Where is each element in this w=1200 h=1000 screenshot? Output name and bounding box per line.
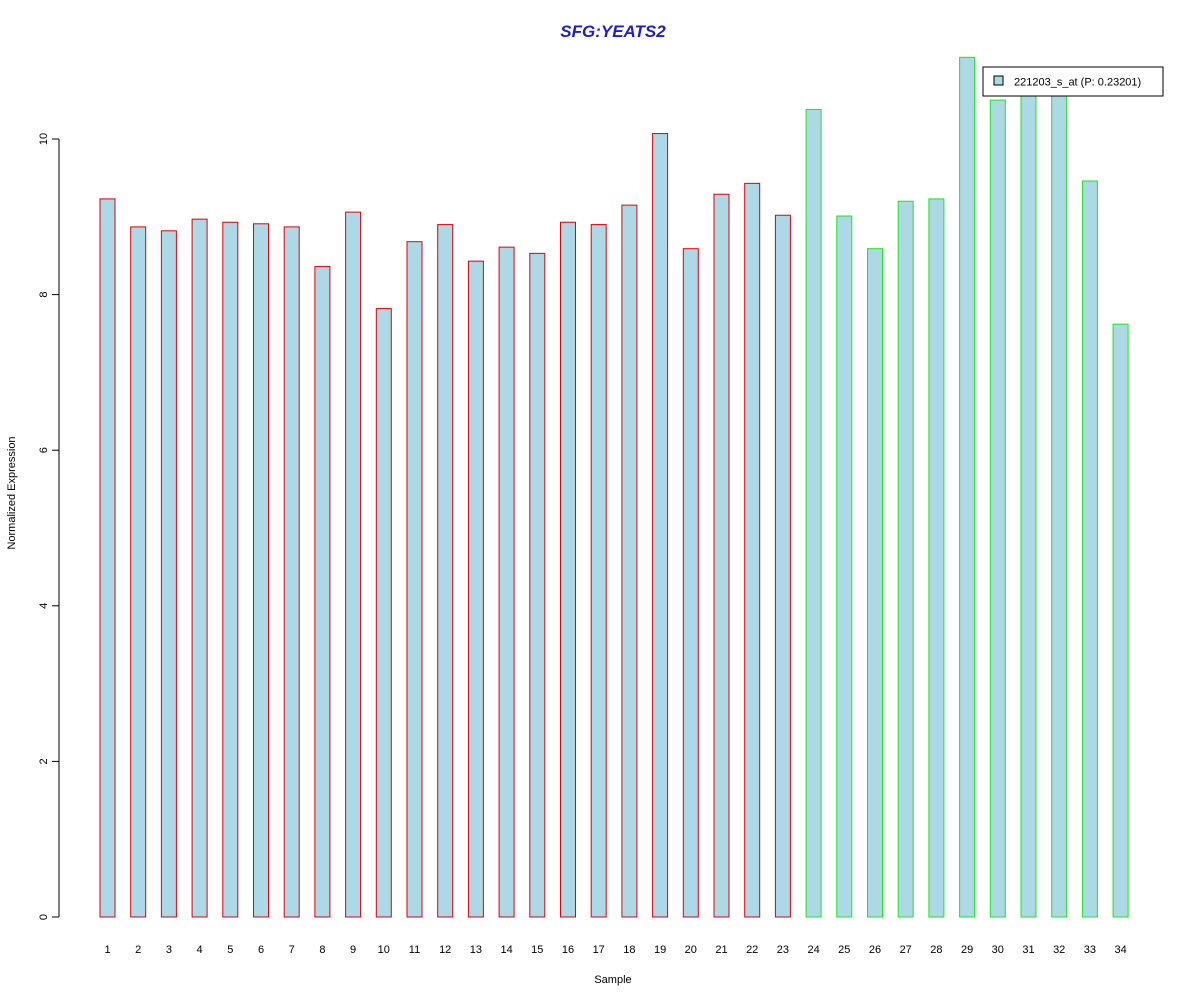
chart-title: SFG:YEATS2 bbox=[560, 22, 666, 41]
y-tick-label: 10 bbox=[38, 133, 50, 145]
bar-sample-3 bbox=[160, 230, 177, 918]
x-tick-label: 17 bbox=[593, 944, 605, 956]
x-tick-label: 28 bbox=[930, 944, 942, 956]
x-tick-label: 13 bbox=[470, 944, 482, 956]
y-tick-label: 2 bbox=[38, 758, 50, 764]
x-tick-label: 21 bbox=[715, 944, 727, 956]
bar-sample-9 bbox=[345, 211, 362, 918]
bar-sample-27 bbox=[897, 200, 914, 918]
legend: 221203_s_at (P: 0.23201) bbox=[982, 66, 1164, 97]
x-tick-label: 22 bbox=[746, 944, 758, 956]
x-tick-label: 27 bbox=[900, 944, 912, 956]
y-axis: 0 2 4 6 8 10 bbox=[38, 133, 60, 920]
x-tick-label: 20 bbox=[685, 944, 697, 956]
bar-sample-19 bbox=[652, 133, 669, 918]
x-tick-label: 30 bbox=[992, 944, 1004, 956]
x-tick-label: 23 bbox=[777, 944, 789, 956]
x-tick-labels: 1 2 3 4 5 6 7 8 9 10 11 12 13 14 15 16 17 18 19 20 21 22 23 24 2… bbox=[104, 944, 1126, 956]
bar-sample-8 bbox=[314, 266, 331, 918]
x-tick-label: 33 bbox=[1084, 944, 1096, 956]
x-tick-label: 14 bbox=[500, 944, 512, 956]
bar-sample-34 bbox=[1112, 323, 1129, 918]
bar-sample-32 bbox=[1051, 91, 1068, 918]
bars-group bbox=[99, 56, 1129, 918]
x-tick-label: 2 bbox=[135, 944, 141, 956]
bar-sample-16 bbox=[560, 221, 576, 918]
x-tick-label: 18 bbox=[623, 944, 635, 956]
x-tick-label: 9 bbox=[350, 944, 356, 956]
y-tick-label: 6 bbox=[38, 447, 50, 453]
bar-sample-7 bbox=[283, 226, 300, 918]
bar-sample-25 bbox=[836, 215, 853, 918]
y-axis-label: Normalized Expression bbox=[6, 436, 18, 549]
legend-swatch bbox=[993, 75, 1004, 86]
bar-sample-26 bbox=[867, 248, 883, 918]
x-tick-label: 32 bbox=[1053, 944, 1065, 956]
x-tick-label: 10 bbox=[378, 944, 390, 956]
bar-sample-24 bbox=[805, 108, 822, 918]
bar-sample-12 bbox=[437, 224, 454, 918]
bar-sample-18 bbox=[621, 204, 638, 918]
x-tick-label: 3 bbox=[166, 944, 172, 956]
x-tick-label: 4 bbox=[197, 944, 203, 956]
x-tick-label: 5 bbox=[227, 944, 233, 956]
bar-sample-14 bbox=[498, 246, 515, 918]
bar-sample-13 bbox=[467, 260, 484, 918]
x-axis-label: Sample bbox=[594, 974, 631, 986]
x-tick-label: 26 bbox=[869, 944, 881, 956]
x-tick-label: 31 bbox=[1022, 944, 1034, 956]
bar-sample-23 bbox=[774, 214, 791, 918]
x-tick-label: 11 bbox=[409, 944, 420, 956]
y-tick-label: 8 bbox=[38, 292, 50, 298]
x-tick-label: 15 bbox=[531, 944, 543, 956]
legend-label: 221203_s_at (P: 0.23201) bbox=[1014, 77, 1141, 89]
bar-sample-22 bbox=[744, 182, 761, 918]
y-tick-label: 4 bbox=[38, 603, 50, 609]
x-tick-label: 25 bbox=[838, 944, 850, 956]
bar-sample-10 bbox=[375, 308, 392, 918]
bar-sample-2 bbox=[130, 226, 147, 918]
bar-sample-15 bbox=[529, 252, 546, 918]
x-tick-label: 16 bbox=[562, 944, 574, 956]
bar-sample-11 bbox=[406, 241, 423, 918]
x-tick-label: 1 bbox=[104, 944, 110, 956]
bar-sample-6 bbox=[253, 223, 269, 918]
bar-sample-21 bbox=[713, 193, 730, 918]
x-tick-label: 7 bbox=[289, 944, 295, 956]
x-tick-label: 8 bbox=[319, 944, 325, 956]
x-tick-label: 24 bbox=[807, 944, 819, 956]
x-tick-label: 34 bbox=[1114, 944, 1126, 956]
bar-sample-28 bbox=[928, 198, 945, 918]
bar-sample-30 bbox=[989, 99, 1006, 918]
x-tick-label: 19 bbox=[654, 944, 666, 956]
bar-sample-17 bbox=[590, 224, 607, 918]
bar-sample-20 bbox=[682, 248, 699, 918]
bar-sample-31 bbox=[1020, 91, 1037, 918]
bar-sample-33 bbox=[1081, 180, 1098, 918]
bar-sample-4 bbox=[191, 218, 208, 918]
bar-sample-29 bbox=[959, 56, 976, 918]
legend-box bbox=[982, 66, 1164, 97]
bar-sample-5 bbox=[222, 221, 239, 918]
x-tick-label: 12 bbox=[439, 944, 451, 956]
x-tick-label: 29 bbox=[961, 944, 973, 956]
bar-sample-1 bbox=[99, 198, 116, 918]
y-tick-label: 0 bbox=[38, 914, 50, 920]
x-tick-label: 6 bbox=[258, 944, 264, 956]
